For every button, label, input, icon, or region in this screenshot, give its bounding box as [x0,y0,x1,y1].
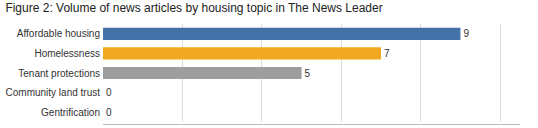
svg-text:5: 5 [305,68,311,79]
svg-text:Affordable housing: Affordable housing [17,28,100,39]
svg-text:9: 9 [463,28,469,39]
svg-text:Figure 2: Volume of news artic: Figure 2: Volume of news articles by hou… [5,1,382,15]
svg-text:Homelessness: Homelessness [34,48,100,59]
svg-text:7: 7 [384,48,390,59]
svg-text:0: 0 [106,87,112,98]
svg-text:Community land trust: Community land trust [6,87,101,98]
svg-text:0: 0 [106,107,112,118]
svg-text:Gentrification: Gentrification [41,107,100,118]
svg-text:Tenant protections: Tenant protections [18,68,100,79]
